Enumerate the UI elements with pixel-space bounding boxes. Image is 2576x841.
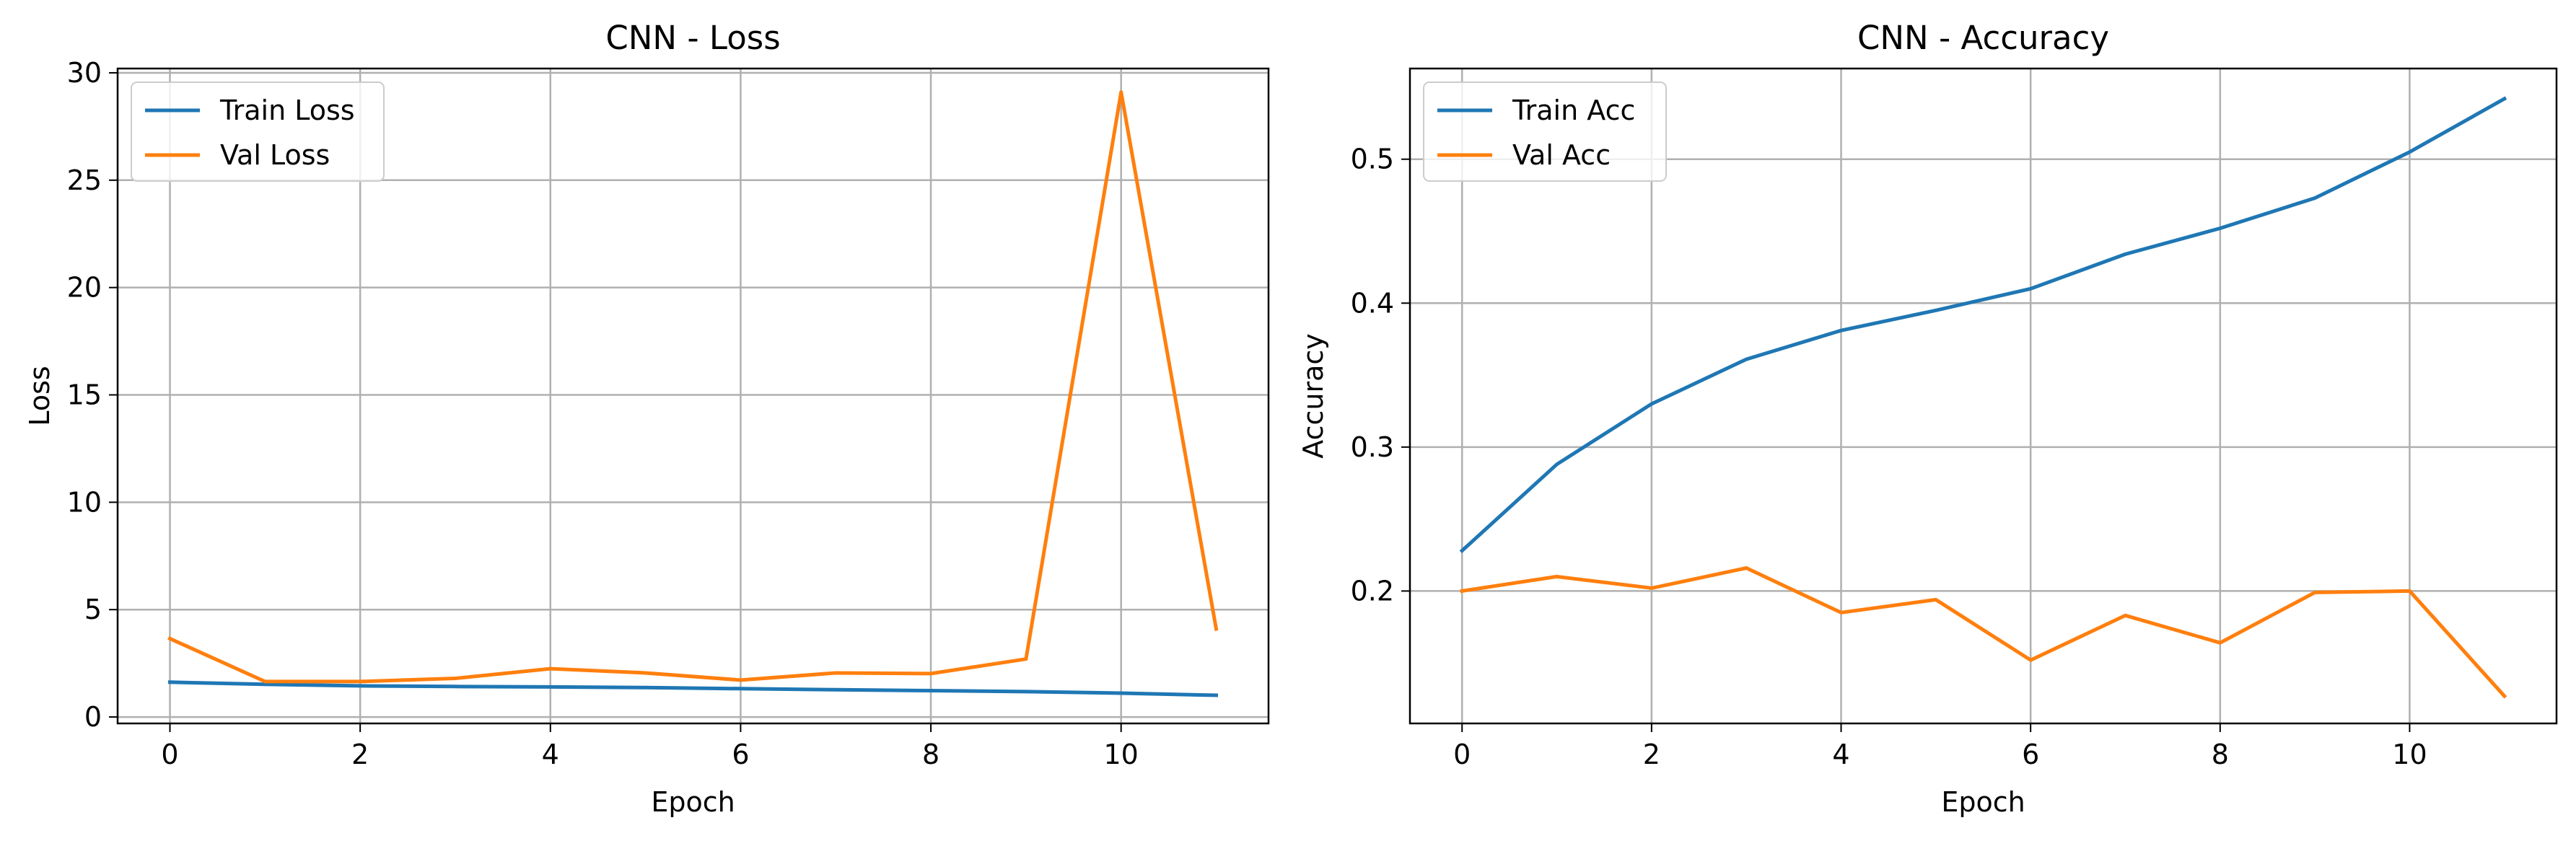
axes-frame [116,67,1270,725]
series-line-train-loss [167,680,1219,697]
y-tick-label: 15 [67,379,102,411]
y-tick-label: 0.2 [1351,575,1394,607]
x-axis-label: Epoch [1941,786,2025,818]
series-line-val-loss [167,90,1219,684]
y-tick-label: 25 [67,164,102,196]
x-tick-label: 8 [2212,739,2229,770]
x-axis-label: Epoch [651,786,735,818]
y-tick-label: 0.3 [1351,431,1394,463]
legend-label-train-loss: Train Loss [219,94,355,126]
legend: Train Acc Val Acc [1423,82,1667,182]
x-tick-label: 2 [1643,739,1660,770]
legend: Train Loss Val Loss [131,82,385,182]
x-tick-label: 10 [2392,739,2427,770]
chart-title: CNN - Accuracy [1857,19,2109,57]
y-tick-label: 0.5 [1351,144,1394,175]
x-tick-label: 8 [922,739,939,770]
chart-panel-1: 0 2 4 6 8 10 0 5 10 15 20 25 30 CNN - Loss Epoch Loss Tr… [24,19,1270,818]
y-tick-label: 20 [67,272,102,304]
y-tick-label: 30 [67,57,102,89]
x-tick-label: 4 [1832,739,1849,770]
x-tick-label: 10 [1104,739,1139,770]
x-tick-label: 2 [351,739,369,770]
series-line-val-acc [1460,566,2507,699]
x-tick-label: 6 [732,739,749,770]
x-tick-label: 6 [2022,739,2039,770]
chart-title: CNN - Loss [605,19,780,57]
x-tick-label: 0 [161,739,178,770]
y-axis-label: Accuracy [1297,333,1329,459]
legend-label-val-loss: Val Loss [220,139,330,171]
chart-panel-2: 0 2 4 6 8 10 0.2 0.3 0.4 0.5 CNN - Accuracy Epoch Ac… [1297,19,2558,818]
y-tick-label: 10 [67,486,102,518]
y-tick-label: 5 [84,594,102,625]
legend-label-val-acc: Val Acc [1512,139,1611,171]
x-tick-label: 4 [542,739,559,770]
x-tick-label: 0 [1453,739,1471,770]
y-axis-label: Loss [24,366,56,426]
legend-label-train-acc: Train Acc [1512,94,1635,126]
axes-frame [1409,67,2558,725]
series-line-train-acc [1459,96,2507,554]
y-tick-label: 0.4 [1351,287,1394,319]
y-tick-label: 0 [84,701,102,733]
